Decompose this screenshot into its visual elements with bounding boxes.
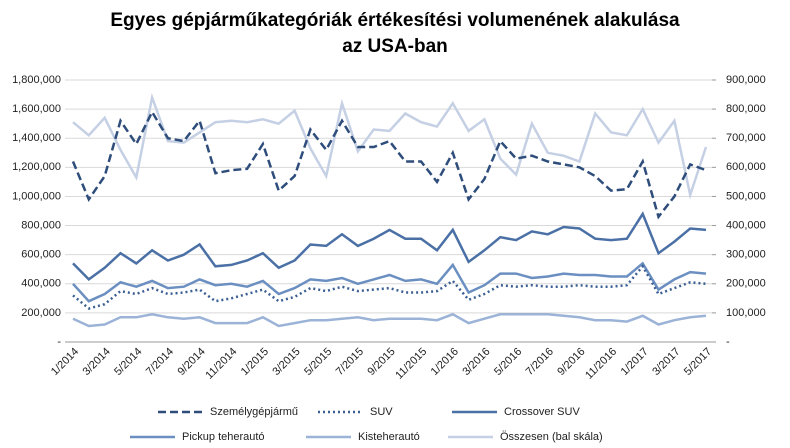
x-tick-label: 1/2014: [49, 346, 81, 378]
series-line: [71, 109, 707, 220]
x-tick-label: 7/2015: [334, 346, 366, 378]
x-tick-label: 3/2017: [650, 346, 682, 378]
x-tick-label: 11/2015: [393, 346, 429, 382]
y2-tick-label: 700,000: [726, 132, 766, 144]
y2-tick-label: 100,000: [726, 307, 766, 319]
y2-tick-label: 200,000: [726, 278, 766, 290]
x-tick-label: 3/2014: [81, 346, 113, 378]
y-tick-label: 200,000: [21, 307, 61, 319]
y2-tick-label: -: [726, 336, 730, 348]
x-tick-label: 5/2017: [682, 346, 714, 378]
y-tick-label: 1,400,000: [12, 132, 61, 144]
y-tick-label: 600,000: [21, 249, 61, 261]
x-tick-label: 11/2016: [583, 346, 619, 382]
y-tick-label: 1,600,000: [12, 103, 61, 115]
legend-label: Pickup teherautó: [182, 431, 265, 443]
x-tick-label: 11/2014: [203, 346, 239, 382]
x-tick-label: 3/2015: [270, 346, 302, 378]
series-line: [72, 92, 708, 200]
y2-tick-label: 900,000: [726, 74, 766, 86]
y2-tick-label: 500,000: [726, 190, 766, 202]
x-tick-label: 1/2017: [619, 346, 651, 378]
y2-tick-label: 400,000: [726, 219, 766, 231]
y-tick-label: 1,000,000: [12, 190, 61, 202]
x-tick-label: 1/2015: [239, 346, 271, 378]
y-tick-label: 1,800,000: [12, 74, 61, 86]
y2-tick-label: 800,000: [726, 103, 766, 115]
legend-label: SUV: [370, 406, 393, 418]
legend-label: Összesen (bal skála): [500, 431, 603, 443]
y-tick-label: 800,000: [21, 219, 61, 231]
series-line: [72, 312, 707, 328]
x-tick-label: 7/2014: [144, 346, 176, 378]
legend-label: Crossover SUV: [504, 406, 580, 418]
series-line: [72, 261, 707, 303]
chart-title: Egyes gépjárműkategóriák értékesítési vo…: [110, 10, 680, 31]
x-tick-label: 3/2016: [460, 346, 492, 378]
series-line: [72, 211, 707, 282]
y2-tick-label: 300,000: [726, 249, 766, 261]
y-tick-label: 400,000: [21, 278, 61, 290]
y-tick-label: 1,200,000: [12, 161, 61, 173]
chart-title: az USA-ban: [342, 36, 448, 57]
legend-label: Személygépjármű: [210, 406, 298, 418]
x-tick-label: 7/2016: [524, 346, 556, 378]
x-tick-label: 5/2014: [112, 346, 144, 378]
x-tick-label: 1/2016: [429, 346, 461, 378]
y2-tick-label: 600,000: [726, 161, 766, 173]
x-tick-label: 5/2015: [302, 346, 334, 378]
y-tick-label: -: [57, 336, 61, 348]
legend-label: Kisteherautó: [358, 431, 420, 443]
x-tick-label: 5/2016: [492, 346, 524, 378]
